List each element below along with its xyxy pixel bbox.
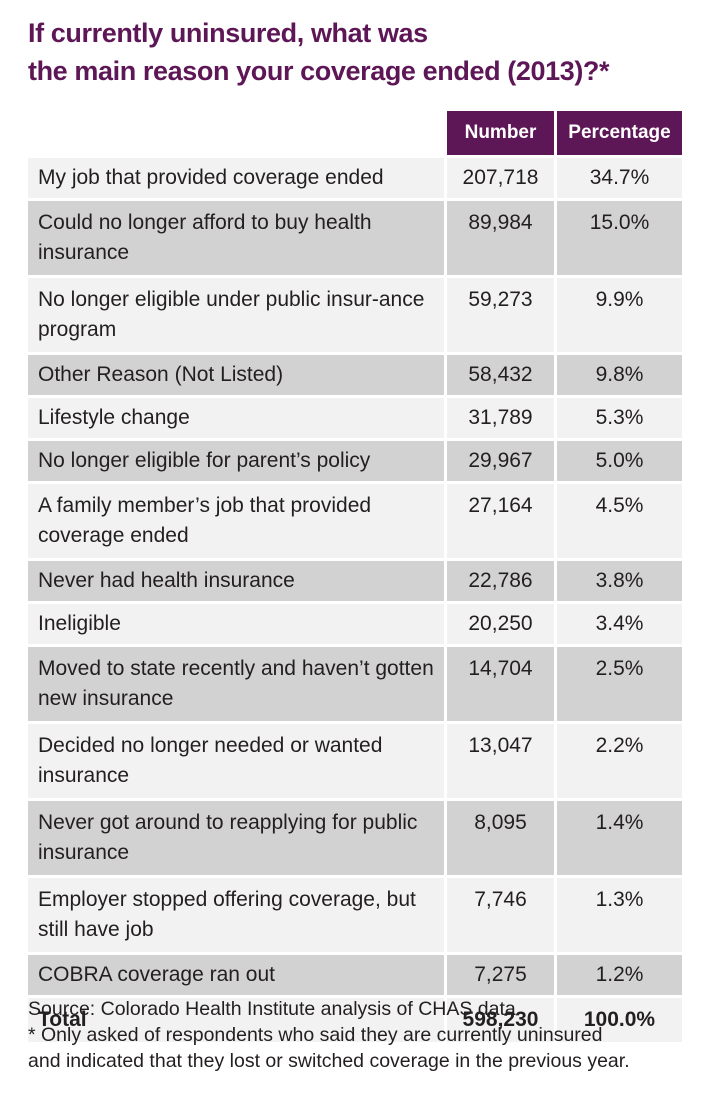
table-row: Decided no longer needed or wanted insur… — [28, 724, 682, 798]
header-row: Number Percentage — [28, 111, 682, 155]
row-percentage: 3.8% — [554, 561, 682, 601]
row-reason: Could no longer afford to buy health ins… — [28, 201, 444, 275]
source-note: Source: Colorado Health Institute analys… — [28, 998, 516, 1020]
row-percentage: 5.3% — [554, 398, 682, 438]
row-number: 13,047 — [444, 724, 554, 798]
notes: Source: Colorado Health Institute analys… — [28, 996, 708, 1074]
row-number: 22,786 — [444, 561, 554, 601]
table-row: COBRA coverage ran out 7,275 1.2% — [28, 955, 682, 995]
row-percentage: 1.2% — [554, 955, 682, 995]
row-percentage: 9.8% — [554, 355, 682, 395]
row-reason: Lifestyle change — [28, 398, 444, 438]
coverage-reasons-table: Number Percentage My job that provided c… — [28, 108, 682, 1045]
row-number: 8,095 — [444, 801, 554, 875]
row-reason: Decided no longer needed or wanted insur… — [28, 724, 444, 798]
row-reason: COBRA coverage ran out — [28, 955, 444, 995]
total-row: Total 598,230 100.0% — [28, 998, 682, 1042]
table-row: Other Reason (Not Listed) 58,432 9.8% — [28, 355, 682, 395]
table-row: Could no longer afford to buy health ins… — [28, 201, 682, 275]
row-number: 20,250 — [444, 604, 554, 644]
row-reason: Other Reason (Not Listed) — [28, 355, 444, 395]
table-row: Never got around to reapplying for publi… — [28, 801, 682, 875]
total-number: 598,230 — [444, 998, 554, 1042]
table-row: Never had health insurance 22,786 3.8% — [28, 561, 682, 601]
footnote-line-1: * Only asked of respondents who said the… — [28, 1024, 603, 1046]
table-row: A family member’s job that provided cove… — [28, 484, 682, 558]
row-number: 27,164 — [444, 484, 554, 558]
table-row: Lifestyle change 31,789 5.3% — [28, 398, 682, 438]
table-body: My job that provided coverage ended 207,7… — [28, 158, 682, 995]
row-number: 14,704 — [444, 647, 554, 721]
row-number: 89,984 — [444, 201, 554, 275]
row-percentage: 34.7% — [554, 158, 682, 198]
row-percentage: 4.5% — [554, 484, 682, 558]
row-number: 31,789 — [444, 398, 554, 438]
row-percentage: 1.3% — [554, 878, 682, 952]
footnote-line-2: and indicated that they lost or switched… — [28, 1050, 630, 1072]
table-row: Ineligible 20,250 3.4% — [28, 604, 682, 644]
row-number: 207,718 — [444, 158, 554, 198]
table-row: No longer eligible under public insur-an… — [28, 278, 682, 352]
row-reason: Never got around to reapplying for publi… — [28, 801, 444, 875]
row-reason: Never had health insurance — [28, 561, 444, 601]
total-label: Total — [28, 998, 444, 1042]
row-number: 59,273 — [444, 278, 554, 352]
row-reason: No longer eligible under public insur-an… — [28, 278, 444, 352]
row-number: 58,432 — [444, 355, 554, 395]
table-row: Moved to state recently and haven’t gott… — [28, 647, 682, 721]
table-row: My job that provided coverage ended 207,7… — [28, 158, 682, 198]
header-blank-cell — [28, 111, 444, 155]
table-row: No longer eligible for parent’s policy 29… — [28, 441, 682, 481]
title-line-1: If currently uninsured, what was — [28, 18, 428, 48]
row-percentage: 3.4% — [554, 604, 682, 644]
row-percentage: 1.4% — [554, 801, 682, 875]
row-reason: No longer eligible for parent’s policy — [28, 441, 444, 481]
row-percentage: 9.9% — [554, 278, 682, 352]
row-number: 7,746 — [444, 878, 554, 952]
row-reason: Ineligible — [28, 604, 444, 644]
row-reason: Moved to state recently and haven’t gott… — [28, 647, 444, 721]
row-number: 7,275 — [444, 955, 554, 995]
row-percentage: 2.5% — [554, 647, 682, 721]
title-line-2: the main reason your coverage ended (201… — [28, 56, 610, 86]
header-percentage: Percentage — [554, 111, 682, 155]
row-number: 29,967 — [444, 441, 554, 481]
row-percentage: 2.2% — [554, 724, 682, 798]
page-title: If currently uninsured, what was the mai… — [28, 14, 708, 90]
row-reason: Employer stopped offering coverage, but … — [28, 878, 444, 952]
total-percentage: 100.0% — [554, 998, 682, 1042]
header-number: Number — [444, 111, 554, 155]
row-reason: A family member’s job that provided cove… — [28, 484, 444, 558]
row-percentage: 15.0% — [554, 201, 682, 275]
row-reason: My job that provided coverage ended — [28, 158, 444, 198]
table-row: Employer stopped offering coverage, but … — [28, 878, 682, 952]
row-percentage: 5.0% — [554, 441, 682, 481]
